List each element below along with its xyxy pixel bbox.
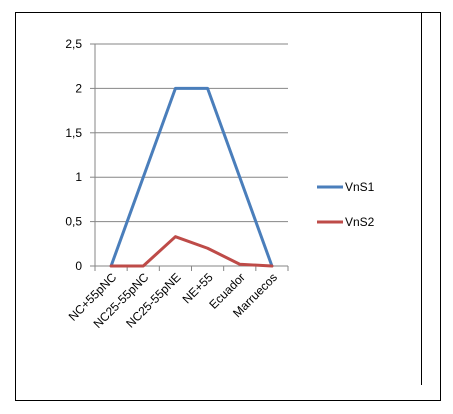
data-point-VnS1-2 (174, 87, 176, 89)
axes (90, 43, 289, 271)
data-point-VnS2-0 (110, 265, 112, 267)
y-tick-label-5: 2,5 (65, 37, 82, 51)
series-lines (109, 86, 274, 268)
data-point-VnS2-2 (174, 236, 176, 238)
legend-label-VnS2: VnS2 (345, 215, 375, 229)
y-tick-label-3: 1,5 (65, 126, 82, 140)
y-tick-label-0: 0 (75, 259, 82, 273)
data-point-VnS2-5 (271, 265, 273, 267)
gridlines (95, 43, 288, 223)
series-line-VnS2 (109, 235, 274, 268)
y-tick-label-2: 1 (75, 170, 82, 184)
data-point-VnS1-4 (239, 176, 241, 178)
chart-frame (15, 12, 441, 401)
data-point-VnS2-4 (239, 263, 241, 265)
legend: VnS1 VnS2 (317, 180, 375, 229)
y-tick-labels: 0 0,5 1 1,5 2 2,5 (65, 37, 82, 273)
x-tick-labels: NC+55pNCNC25-55pNCNC25-55pNENE+55Ecuador… (66, 270, 280, 331)
frame-rule (421, 12, 422, 385)
y-tick-label-1: 0,5 (65, 215, 82, 229)
data-point-VnS2-1 (142, 265, 144, 267)
y-tick-label-4: 2 (75, 81, 82, 95)
data-point-VnS1-1 (142, 176, 144, 178)
data-point-VnS2-3 (207, 247, 209, 249)
legend-label-VnS1: VnS1 (345, 180, 375, 194)
series-line-VnS1 (109, 86, 274, 268)
data-point-VnS1-3 (207, 87, 209, 89)
